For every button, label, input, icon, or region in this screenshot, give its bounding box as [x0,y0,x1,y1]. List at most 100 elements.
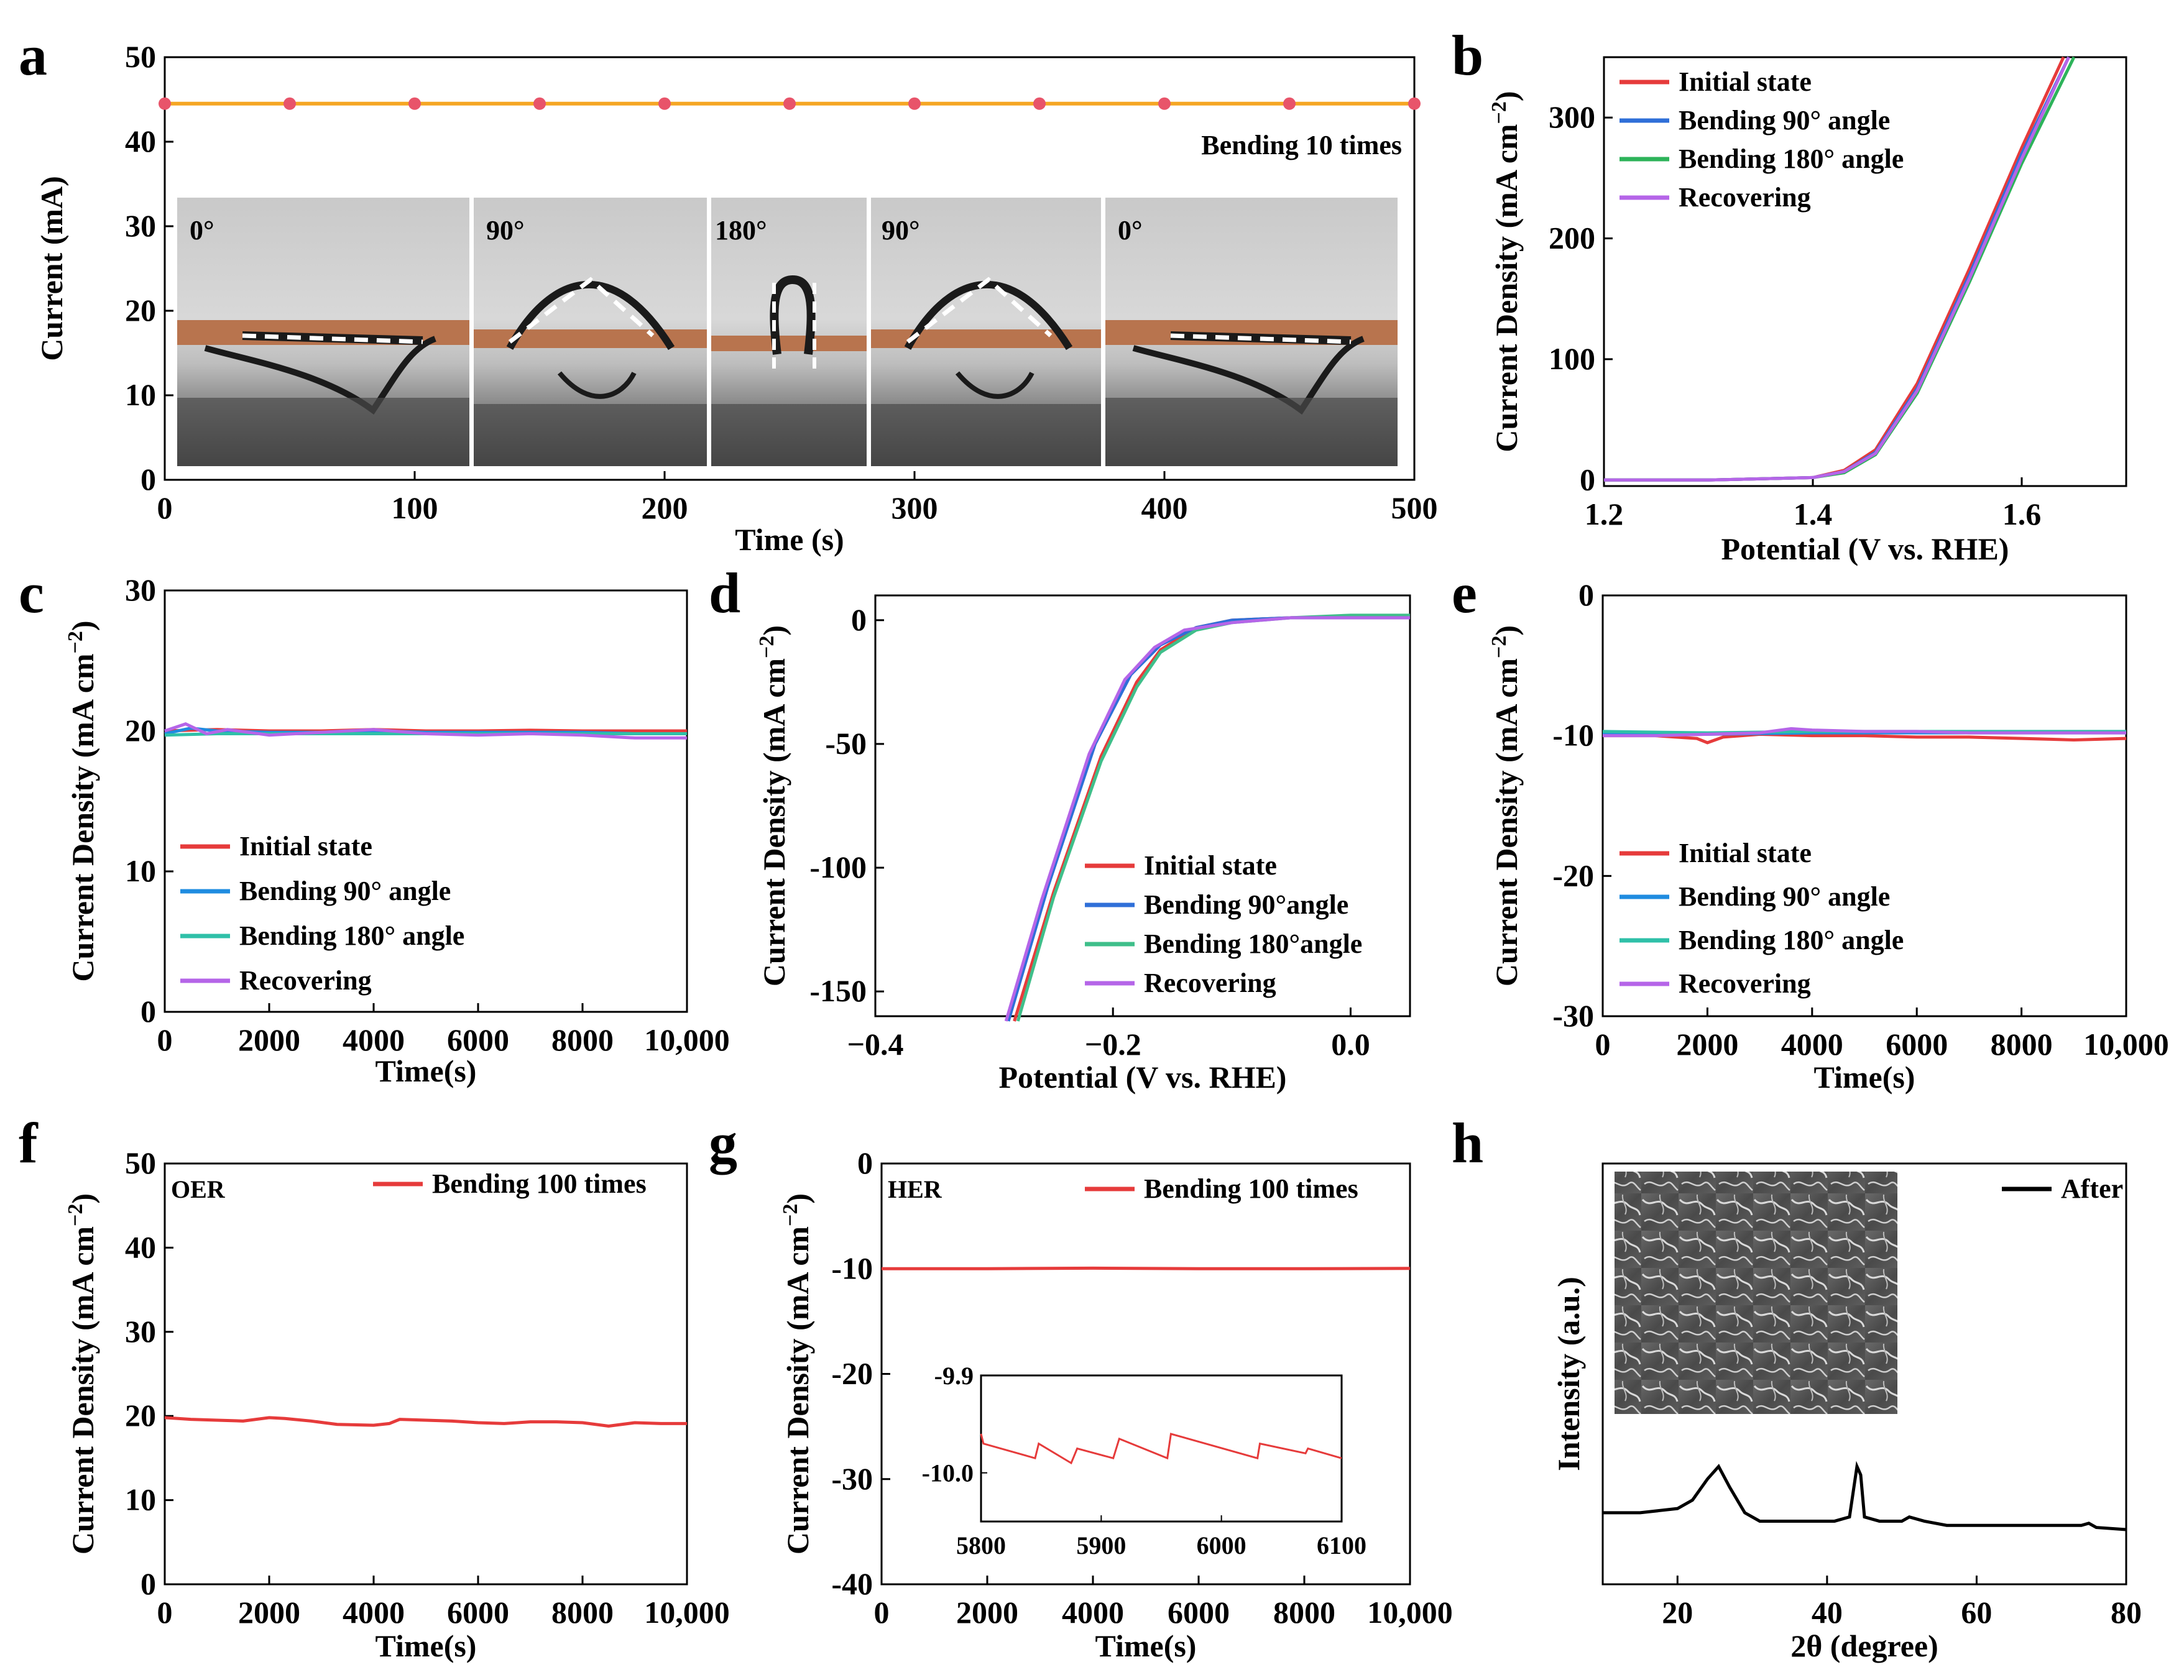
legend-label: Recovering [1679,968,1811,999]
y-axis-label: Current Density (mA cm−2) [755,625,791,986]
x-tick-label: 1.2 [1585,497,1624,531]
chart-a: 0 100 200 300 400 500 0 10 20 30 40 50 Time (s) Curre… [34,39,1438,557]
x-tick-label: 6000 [1168,1595,1230,1630]
x-tick-label: 8000 [551,1595,614,1630]
x-tick-label: 8000 [1273,1595,1335,1630]
panel-label-a: a [19,24,47,87]
x-tick-label: 0 [157,490,173,525]
panel-label-g: g [709,1111,737,1175]
x-axis-label: 2θ (degree) [1790,1628,1938,1663]
y-axis-label: Current Density (mA cm−2) [64,620,100,981]
legend-label: Bending 100 times [432,1168,647,1199]
y-tick-label: 50 [125,39,156,74]
photo-0deg: 0° [177,198,469,466]
inset-series-line [980,1433,1342,1465]
legend-label: Bending 180° angle [1679,144,1904,174]
x-tick-label: 4000 [1781,1027,1843,1062]
x-axis-label: Time (s) [735,522,844,557]
legend-label: Bending 90°angle [1144,889,1348,920]
chart-e: 0 2000 4000 6000 8000 10,000 -30 -20 -10 0 Time(s)… [1488,577,2169,1095]
x-tick-label: 1.6 [2002,497,2042,531]
series-line [882,1266,1411,1270]
y-tick-label: 40 [125,1229,156,1264]
plot-frame [874,594,1411,1017]
panel-label-f: f [19,1111,39,1175]
plot-frame [1601,1162,2127,1586]
legend-label: Recovering [1679,182,1811,213]
legend-label: Recovering [239,965,372,996]
legend-label: Bending 180° angle [239,920,464,951]
photo-angle-label: 90° [486,215,525,246]
y-tick-label: 10 [125,1482,156,1517]
chart-f: 0 2000 4000 6000 8000 10,000 0 10 20 30 40 50 Time(s… [64,1145,730,1663]
plot-frame [1603,56,2127,487]
x-tick-label: 1.4 [1794,497,1833,531]
y-tick-label: 0 [141,994,156,1029]
y-tick-label: 0 [141,1566,156,1601]
chart-b: 1.2 1.4 1.6 0 100 200 300 Potential (V vs. RHE)… [1488,56,2127,566]
series-line [1603,727,2126,738]
photo-angle-label: 0° [190,215,214,246]
x-axis-label: Time(s) [376,1628,477,1663]
legend-label: Initial state [239,831,372,861]
data-point [658,97,671,110]
y-tick-label: 0 [141,462,156,497]
inset-y-tick-label: -9.9 [934,1362,974,1390]
legend-label: After [2061,1173,2123,1204]
y-tick-label: 200 [1549,221,1595,255]
x-tick-label: 300 [892,490,938,525]
x-tick-label: 10,000 [644,1595,730,1630]
series-line [1603,732,2127,745]
x-tick-label: 4000 [343,1595,405,1630]
series-line [164,722,687,740]
x-tick-label: 40 [1812,1595,1843,1630]
legend-label: Bending 90° angle [1679,881,1890,912]
legend-label: Initial state [1679,67,1812,97]
sem-inset-image [1615,1172,1897,1414]
series-line [164,1416,687,1428]
y-tick-label: -50 [825,726,867,761]
x-tick-label: 100 [392,490,438,525]
x-tick-label: 60 [1961,1595,1992,1630]
y-axis-label: Intensity (a.u.) [1551,1277,1586,1471]
inset-x-tick-label: 5900 [1076,1531,1126,1559]
y-tick-label: -10 [1552,718,1594,753]
series-line [1604,56,2070,482]
inset-chart: 5800 5900 6000 6100 -10.0 -9.9 [922,1362,1366,1559]
series-line [1004,616,1410,1022]
y-tick-label: -10 [831,1251,873,1285]
legend-label: Bending 90° angle [1679,105,1890,135]
y-tick-label: 0 [851,602,867,637]
plot-frame [164,589,688,1013]
chart-h: 20 40 60 80 2θ (degree) Intensity (a.u.) After [1551,1162,2142,1663]
legend-label: Recovering [1144,968,1276,998]
legend-label: Bending 100 times [1144,1173,1358,1204]
x-axis-label: Potential (V vs. RHE) [1721,531,2009,566]
x-tick-label: 0 [874,1595,890,1630]
y-tick-label: -30 [831,1461,873,1496]
photo-angle-label: 0° [1118,215,1143,246]
inset-x-tick-label: 5800 [956,1531,1006,1559]
x-axis-label: Time(s) [1095,1628,1197,1663]
data-point [283,97,296,110]
y-tick-label: -150 [809,973,867,1008]
inset-x-tick-label: 6100 [1317,1531,1366,1559]
x-tick-label: 4000 [1062,1595,1124,1630]
x-axis-label: Time(s) [1814,1060,1915,1095]
x-tick-label: 2000 [956,1595,1018,1630]
y-axis-label: Current Density (mA cm−2) [64,1193,100,1554]
panel-label-c: c [19,561,44,625]
legend-label: Initial state [1144,850,1277,881]
x-tick-label: 6000 [1886,1027,1948,1062]
plot-frame [164,56,1416,481]
x-tick-label: 2000 [1676,1027,1738,1062]
data-point [533,97,546,110]
x-tick-label: −0.2 [1085,1027,1141,1062]
annotation: Bending 10 times [1201,130,1402,160]
panel-label-d: d [709,561,740,625]
x-tick-label: 10,000 [2083,1027,2169,1062]
x-tick-label: 4000 [343,1022,405,1057]
x-tick-label: 80 [2111,1595,2142,1630]
series-line [1013,616,1410,1022]
